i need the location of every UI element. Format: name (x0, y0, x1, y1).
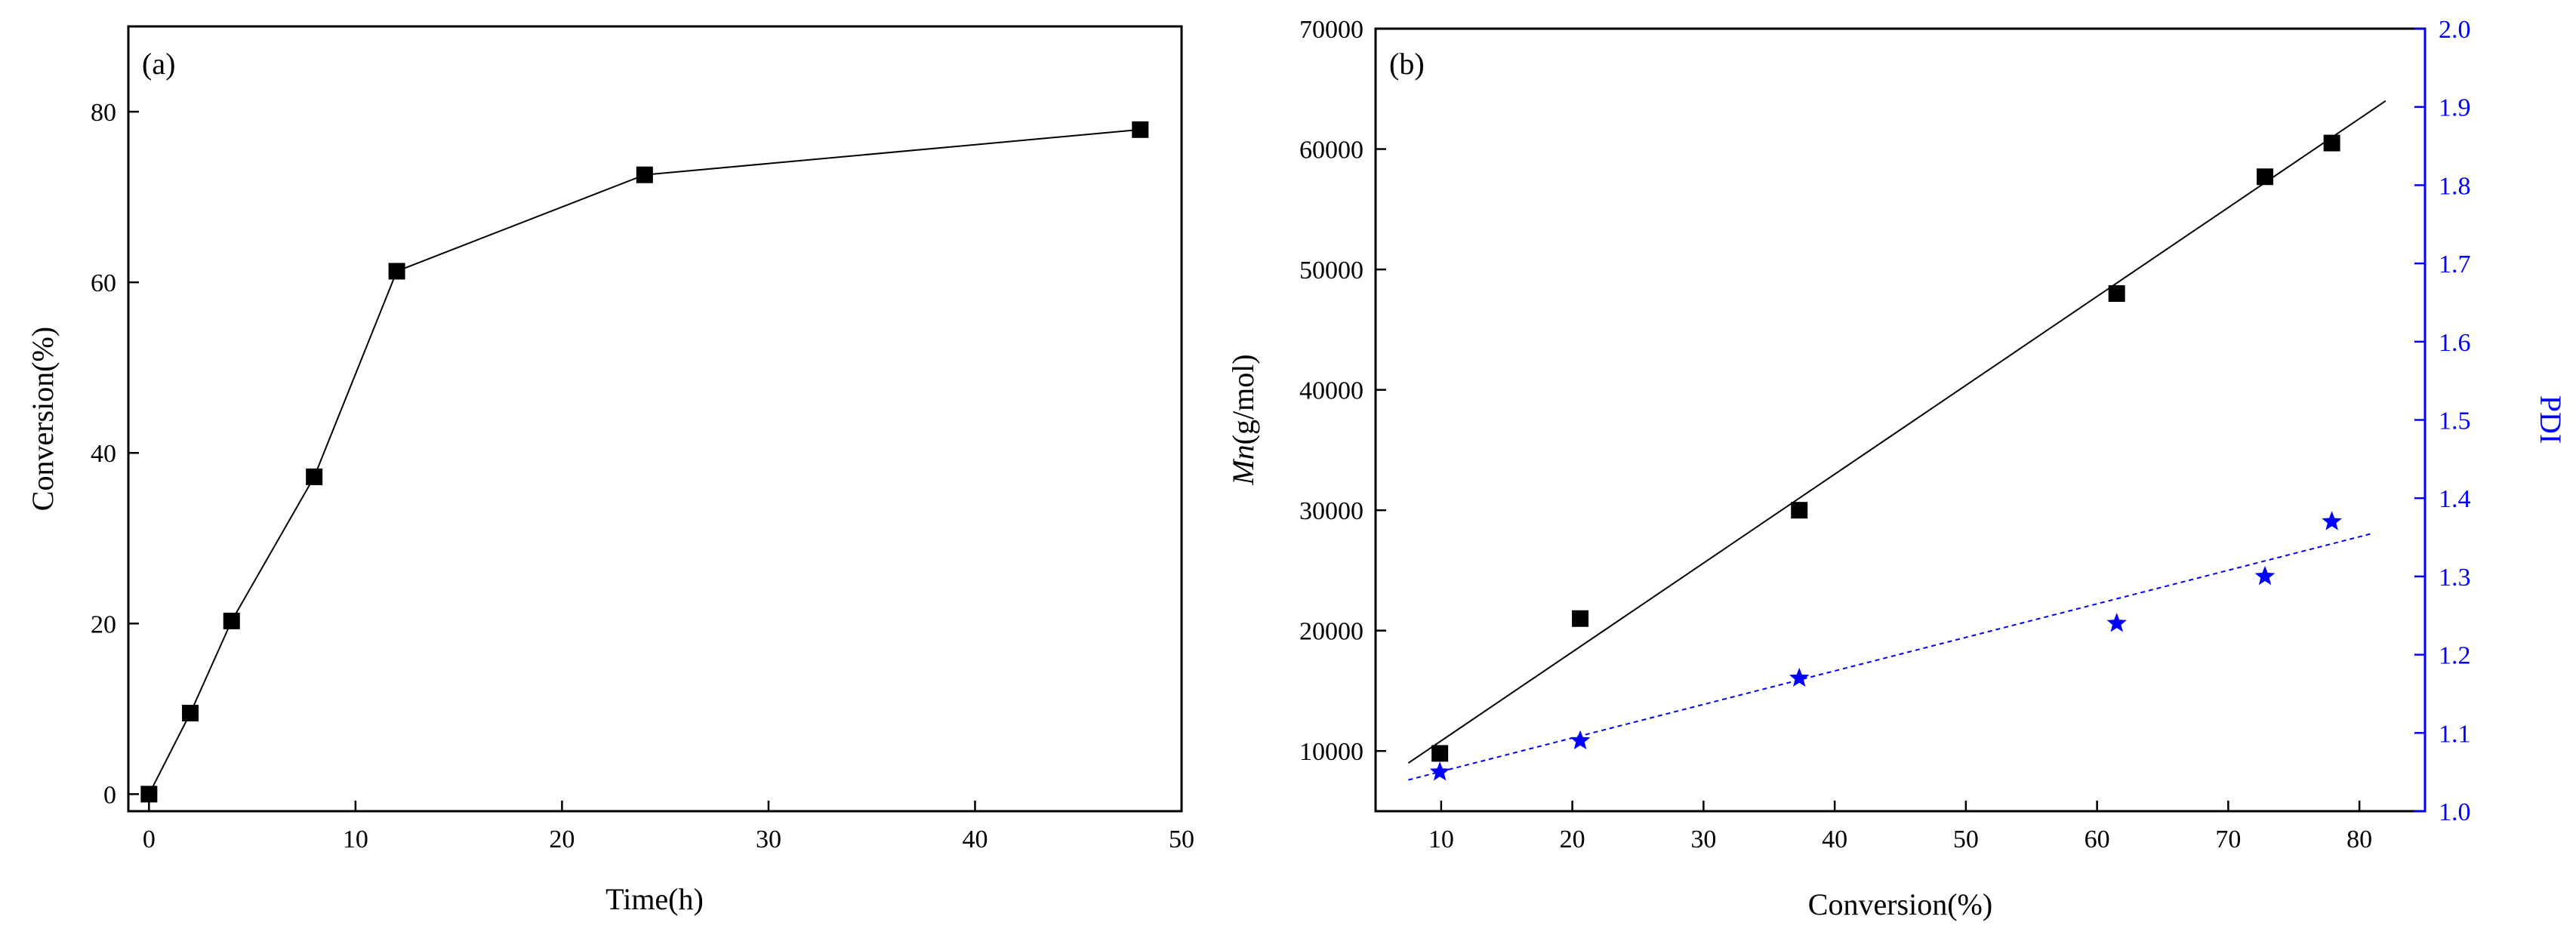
x-tick-label-b: 30 (1690, 826, 1716, 853)
y-tick-label-a: 60 (91, 269, 116, 297)
y2-tick-label-b: 1.0 (2439, 798, 2471, 826)
mn-data-point (2323, 134, 2340, 152)
data-point-a (140, 786, 158, 803)
pdi-data-point (2106, 613, 2127, 632)
plot-frame-a (127, 25, 1183, 813)
y-tick-label-a: 40 (91, 440, 116, 468)
y-tick-label-b: 60000 (1299, 137, 1363, 165)
mn-data-point (1791, 502, 1808, 519)
series-a (140, 121, 1149, 803)
y2-tick-label-b: 1.9 (2439, 94, 2471, 122)
data-point-a (1132, 121, 1149, 138)
pdi-data-point (1570, 730, 1591, 749)
x-tick-label-b: 60 (2085, 826, 2110, 853)
x-tick-label-a: 10 (343, 826, 368, 853)
data-point-a (306, 468, 323, 485)
x-tick-label-b: 10 (1428, 826, 1454, 853)
y2-tick-label-b: 1.5 (2439, 407, 2471, 435)
y-tick-label-b: 40000 (1299, 377, 1363, 405)
y2-tick-label-b: 1.4 (2439, 485, 2471, 513)
y-tick-label-b: 20000 (1299, 618, 1363, 646)
mn-data-point (2257, 168, 2274, 186)
mn-data-point (1572, 610, 1589, 627)
x-tick-label-a: 50 (1169, 826, 1194, 853)
y2-tick-label-b: 1.7 (2439, 251, 2471, 278)
y-tick-label-b: 70000 (1299, 16, 1363, 44)
panel-label-a: (a) (142, 47, 175, 81)
x-tick-label-a: 30 (756, 826, 781, 853)
data-point-a (388, 263, 405, 280)
pdi-data-point (1429, 761, 1450, 781)
x-tick-label-a: 0 (143, 826, 156, 853)
y2-tick-label-b: 1.2 (2439, 642, 2471, 670)
plot-frame-b (1374, 27, 2427, 813)
mn-fit-line (1407, 100, 2386, 764)
y2-tick-label-b: 1.1 (2439, 720, 2471, 748)
y-axis-title-b: Mn(g/mol) (1226, 354, 1260, 485)
x-axis-title-a: Time(h) (605, 882, 704, 916)
x-tick-label-b: 50 (1953, 826, 1979, 853)
y2-tick-label-b: 1.6 (2439, 329, 2471, 357)
mn-data-point (1431, 745, 1449, 762)
pdi-fit-line (1408, 532, 2373, 781)
data-point-a (223, 612, 240, 629)
series-b (1407, 100, 2386, 781)
y-tick-label-a: 20 (91, 610, 116, 638)
y-axis-title-b-rest: (g/mol) (1226, 354, 1260, 444)
y-tick-label-b: 10000 (1299, 738, 1363, 766)
y2-tick-label-b: 1.8 (2439, 172, 2471, 200)
data-point-a (636, 166, 653, 183)
y-tick-label-a: 80 (91, 99, 116, 127)
x-tick-label-b: 70 (2215, 826, 2241, 853)
mn-data-point (2108, 284, 2125, 302)
y-tick-label-b: 50000 (1299, 257, 1363, 284)
ticks-b: 10 20 30 40 50 60 70 80 10000 20000 30000 40000 5000… (1299, 16, 2471, 853)
x-tick-label-a: 40 (962, 826, 988, 853)
y-axis-title-a: Conversion(%) (26, 327, 60, 511)
pdi-data-point (1789, 667, 1810, 687)
panel-label-b: (b) (1389, 47, 1425, 81)
y-axis-title-b-italic: Mn (1226, 444, 1260, 485)
pdi-data-point (2254, 565, 2276, 586)
x-axis-title-b: Conversion(%) (1808, 887, 1992, 921)
x-tick-label-b: 80 (2346, 826, 2372, 853)
y2-tick-label-b: 2.0 (2439, 16, 2471, 44)
x-tick-label-b: 40 (1822, 826, 1847, 853)
x-tick-label-a: 20 (549, 826, 575, 853)
y-tick-label-a: 0 (103, 781, 116, 809)
data-point-a (182, 705, 199, 721)
y2-axis-title-b: PDI (2534, 395, 2568, 444)
y-tick-label-b: 30000 (1299, 497, 1363, 525)
y2-tick-label-b: 1.3 (2439, 564, 2471, 592)
series-line-a (148, 128, 1141, 795)
x-tick-label-b: 20 (1560, 826, 1585, 853)
ticks-a: 0 10 20 30 40 50 0 20 40 60 80 (91, 99, 1194, 853)
pdi-data-point (2322, 511, 2342, 530)
